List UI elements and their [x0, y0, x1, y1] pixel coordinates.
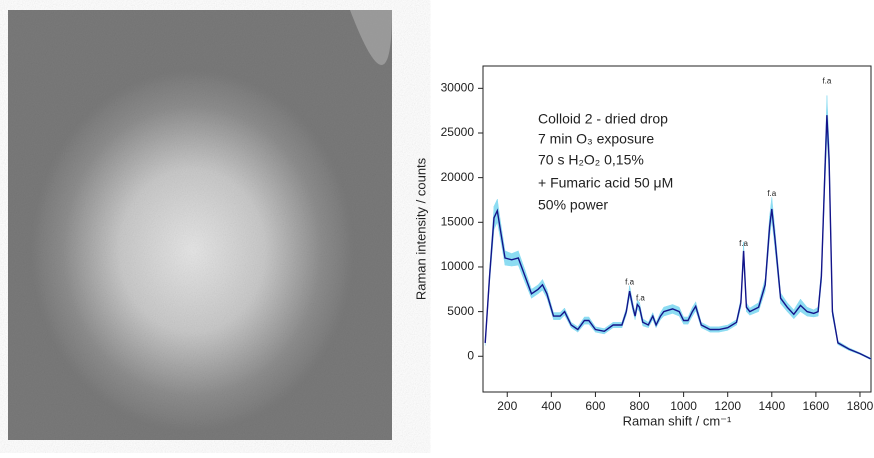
- annotation: Colloid 2 - dried drop: [538, 111, 668, 127]
- plot-frame: [482, 65, 872, 393]
- micrograph-edge: [350, 10, 392, 65]
- y-tick-label: 10000: [441, 259, 475, 273]
- x-tick-label: 1800: [847, 399, 874, 413]
- x-tick-label: 1000: [670, 399, 697, 413]
- y-tick-label: 20000: [441, 170, 475, 184]
- x-axis-label: Raman shift / cm⁻¹: [623, 413, 732, 428]
- peak-label: f.a: [822, 76, 831, 85]
- y-axis-label: Raman intensity / counts: [413, 157, 428, 300]
- x-tick-label: 1400: [758, 399, 785, 413]
- x-tick-label: 1200: [714, 399, 741, 413]
- x-tick-label: 600: [585, 399, 605, 413]
- annotation: + Fumaric acid 50 μM: [538, 175, 673, 191]
- x-tick-label: 1600: [803, 399, 830, 413]
- annotation: 7 min O₃ exposure: [538, 131, 654, 147]
- x-tick-label: 400: [541, 399, 561, 413]
- y-tick-label: 0: [467, 348, 474, 362]
- peak-label: f.a: [636, 293, 645, 302]
- y-tick-label: 30000: [441, 81, 475, 95]
- peak-label: f.a: [625, 277, 634, 286]
- x-tick-label: 800: [630, 399, 650, 413]
- axes: 0 5000 10000 15000 20000 25000 30000 200 400 600 8…: [441, 81, 874, 414]
- x-tick-label: 200: [497, 399, 517, 413]
- annotation: 70 s H₂O₂ 0,15%: [538, 152, 644, 168]
- micrograph: [8, 10, 392, 440]
- y-tick-label: 5000: [447, 304, 474, 318]
- peak-label: f.a: [739, 239, 748, 248]
- y-tick-label: 25000: [441, 125, 475, 139]
- micrograph-spot: [8, 10, 392, 440]
- peak-label: f.a: [767, 189, 776, 198]
- y-tick-label: 15000: [441, 214, 475, 228]
- spectrum-line: [484, 115, 871, 360]
- annotation: 50% power: [538, 197, 608, 213]
